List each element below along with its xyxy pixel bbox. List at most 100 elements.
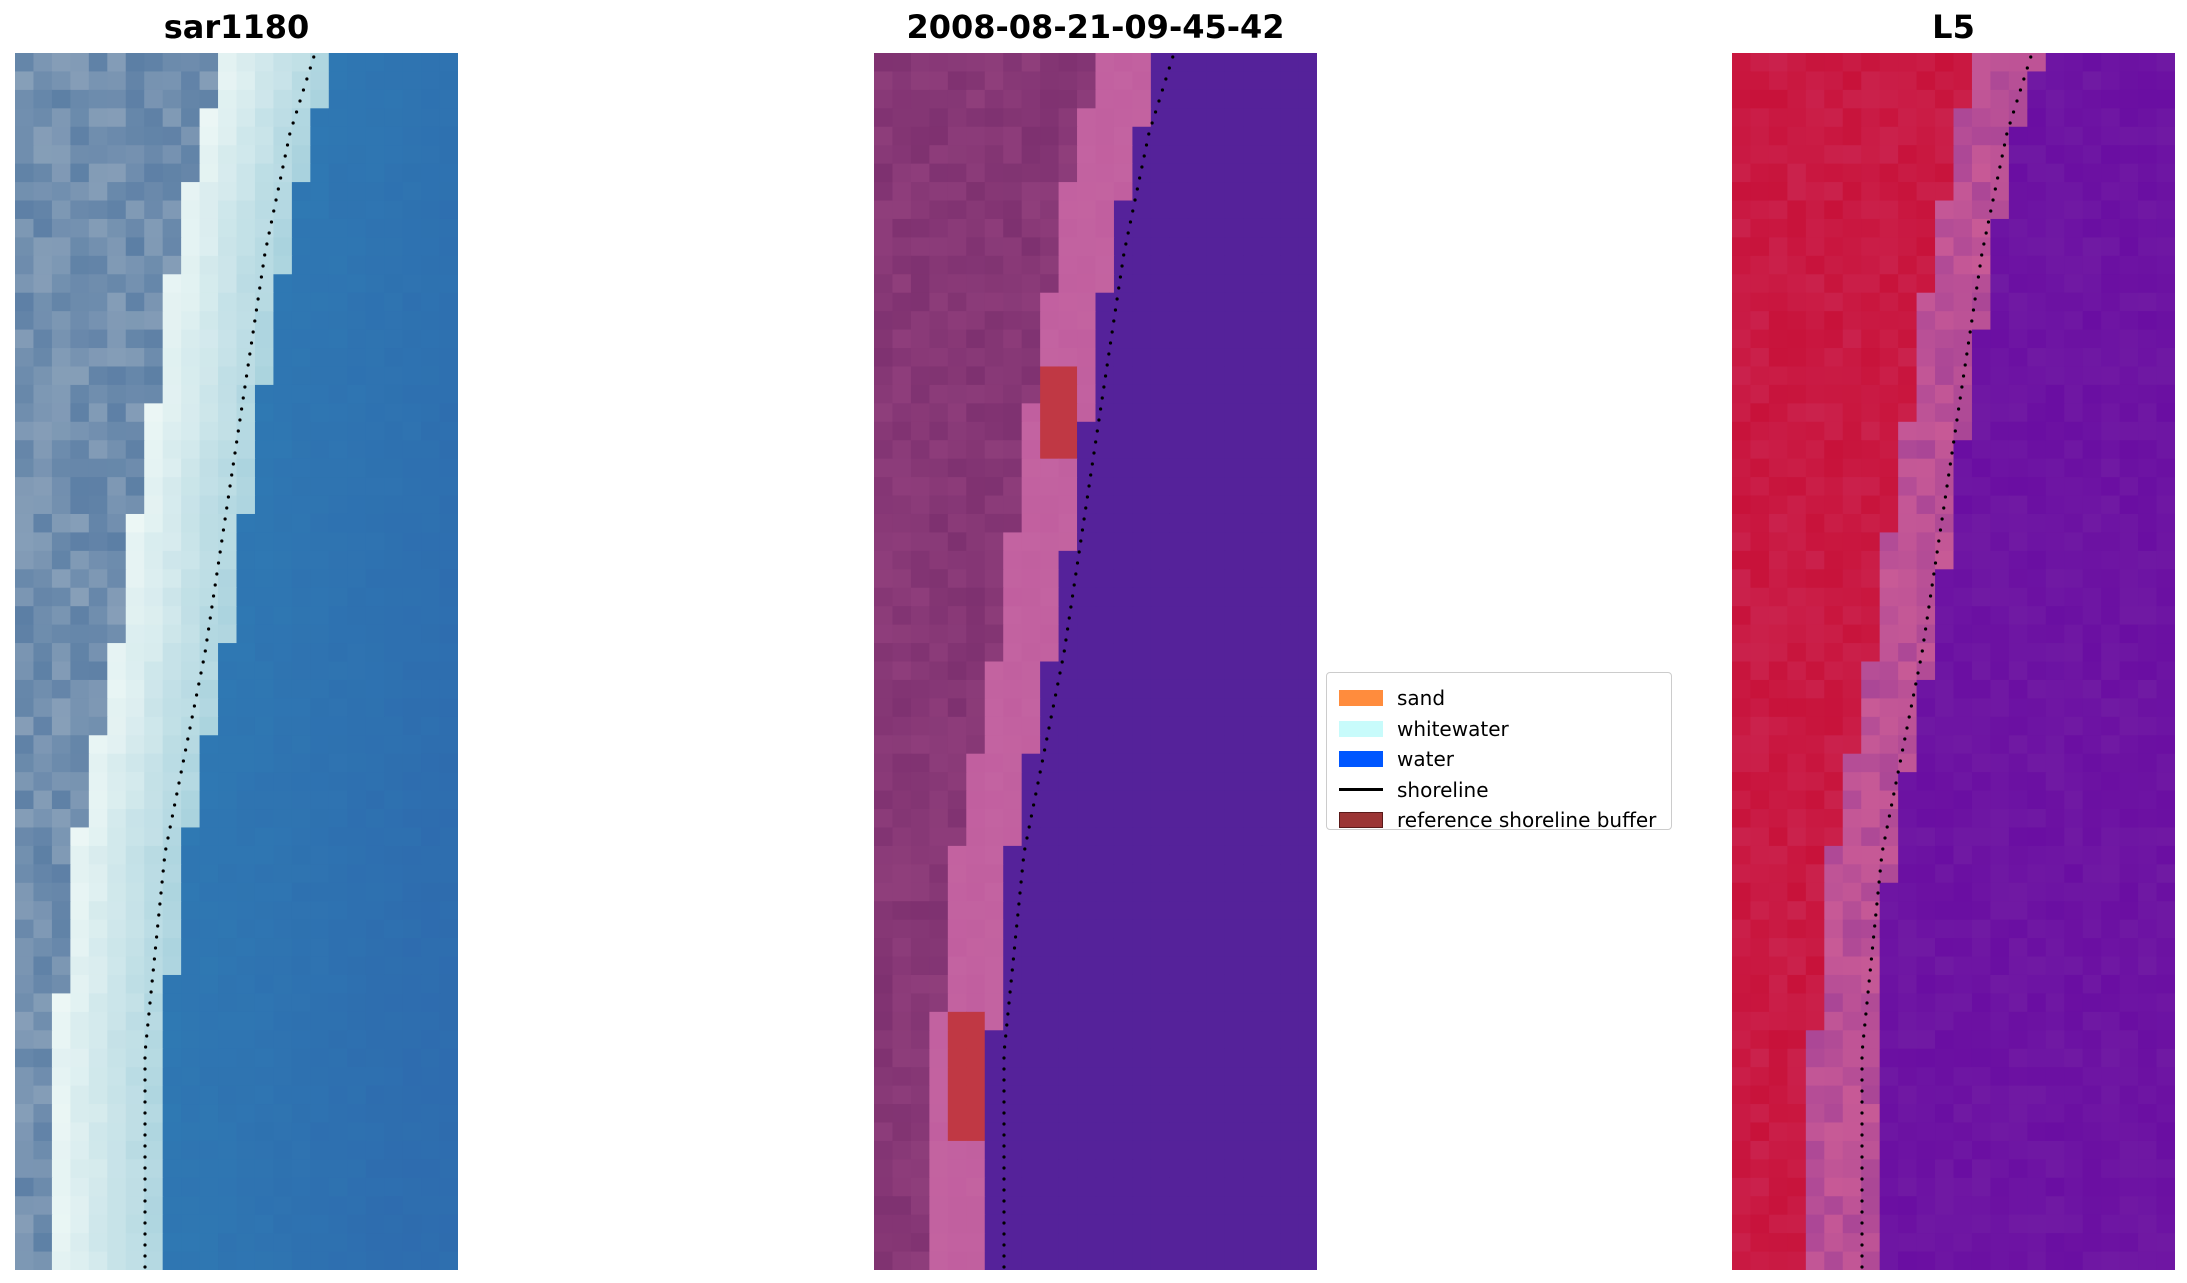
image-pixel	[144, 753, 164, 773]
image-pixel	[291, 569, 311, 589]
classified-image-panel	[874, 53, 1317, 1270]
image-pixel	[1842, 1196, 1862, 1216]
image-pixel	[1953, 753, 1973, 773]
image-pixel	[1935, 974, 1955, 995]
image-pixel	[144, 956, 164, 976]
image-pixel	[310, 1011, 330, 1031]
image-pixel	[402, 1177, 422, 1197]
image-pixel	[2119, 348, 2139, 368]
image-pixel	[254, 1030, 275, 1050]
image-pixel	[439, 1214, 458, 1234]
image-pixel	[2064, 1233, 2084, 1253]
image-pixel	[1750, 956, 1770, 976]
image-pixel	[1768, 643, 1788, 663]
image-pixel	[107, 606, 127, 626]
image-pixel	[51, 1122, 71, 1142]
image-pixel	[1971, 735, 1992, 755]
image-pixel	[402, 753, 422, 773]
image-pixel	[966, 532, 986, 552]
image-pixel	[2064, 938, 2084, 958]
image-pixel	[15, 1085, 35, 1105]
image-pixel	[1224, 513, 1244, 534]
image-pixel	[1953, 274, 1973, 294]
image-pixel	[310, 403, 330, 423]
image-pixel	[236, 292, 256, 312]
image-pixel	[2119, 550, 2139, 570]
image-pixel	[439, 643, 458, 663]
image-pixel	[874, 1067, 894, 1087]
image-pixel	[1787, 606, 1807, 626]
image-pixel	[421, 53, 441, 73]
image-pixel	[1187, 274, 1207, 294]
shoreline-point	[1002, 1188, 1006, 1192]
image-pixel	[1935, 1030, 1955, 1050]
image-pixel	[1824, 237, 1844, 257]
image-pixel	[439, 440, 458, 460]
image-pixel	[1187, 421, 1207, 441]
image-pixel	[88, 882, 108, 902]
image-pixel	[1298, 679, 1317, 699]
image-pixel	[310, 974, 330, 995]
image-pixel	[2045, 993, 2065, 1013]
image-pixel	[107, 440, 127, 460]
image-pixel	[88, 1030, 108, 1050]
image-pixel	[1187, 735, 1207, 755]
image-pixel	[310, 772, 330, 792]
image-pixel	[1058, 108, 1078, 128]
image-pixel	[1206, 403, 1226, 423]
image-pixel	[384, 1067, 404, 1087]
image-pixel	[2119, 255, 2139, 275]
image-pixel	[1113, 1011, 1134, 1031]
image-pixel	[384, 255, 404, 275]
image-pixel	[1187, 145, 1207, 165]
image-pixel	[1169, 126, 1189, 146]
image-pixel	[88, 606, 108, 626]
image-pixel	[310, 1067, 330, 1087]
image-pixel	[1842, 421, 1862, 441]
image-pixel	[365, 624, 385, 644]
image-pixel	[1768, 606, 1788, 626]
image-pixel	[273, 993, 293, 1013]
image-pixel	[291, 458, 311, 478]
image-pixel	[421, 661, 441, 681]
image-pixel	[70, 348, 90, 368]
image-pixel	[236, 569, 256, 589]
image-pixel	[910, 532, 930, 552]
image-pixel	[1916, 182, 1936, 202]
image-pixel	[1261, 993, 1281, 1013]
image-pixel	[2027, 1196, 2047, 1216]
image-pixel	[2064, 237, 2084, 257]
image-pixel	[107, 956, 127, 976]
image-pixel	[328, 1085, 348, 1105]
image-pixel	[291, 403, 311, 423]
image-pixel	[347, 901, 367, 921]
shoreline-point	[1002, 1100, 1006, 1104]
shoreline-point	[146, 1023, 150, 1027]
image-pixel	[1879, 440, 1899, 460]
image-pixel	[1971, 919, 1992, 939]
image-pixel	[1187, 384, 1207, 404]
image-pixel	[15, 698, 35, 718]
image-pixel	[1971, 348, 1992, 368]
image-pixel	[1113, 587, 1134, 607]
image-pixel	[1990, 679, 2010, 699]
shoreline-point	[298, 99, 302, 103]
image-pixel	[2027, 1122, 2047, 1142]
image-pixel	[2082, 255, 2102, 275]
shoreline-point	[259, 275, 263, 279]
image-pixel	[1879, 163, 1899, 183]
image-pixel	[439, 182, 458, 202]
image-pixel	[947, 901, 967, 921]
image-pixel	[2082, 1140, 2102, 1160]
image-pixel	[1732, 182, 1752, 202]
image-pixel	[181, 182, 201, 202]
image-pixel	[421, 1030, 441, 1050]
image-pixel	[328, 901, 348, 921]
image-pixel	[1095, 1085, 1115, 1105]
image-pixel	[273, 255, 293, 275]
image-pixel	[947, 495, 967, 515]
image-pixel	[1224, 661, 1244, 681]
image-pixel	[929, 1085, 949, 1105]
image-pixel	[1077, 1159, 1097, 1179]
image-pixel	[199, 993, 219, 1013]
